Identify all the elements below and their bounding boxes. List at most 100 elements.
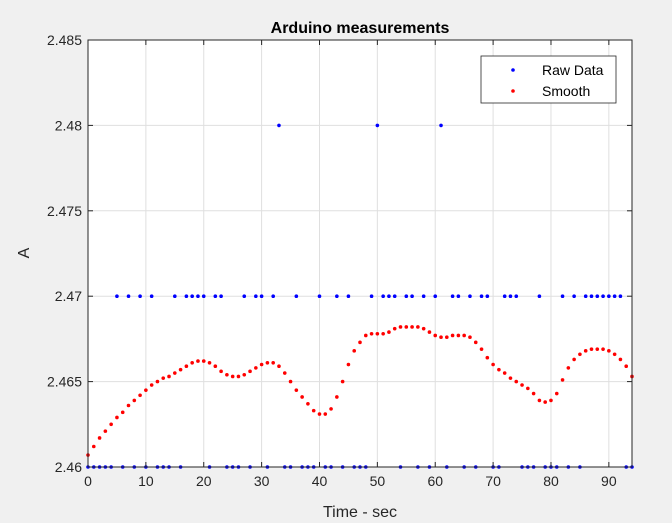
data-point-smooth bbox=[358, 340, 362, 345]
data-point-raw-data bbox=[254, 294, 258, 299]
data-point-raw-data bbox=[502, 294, 507, 299]
data-point-smooth bbox=[184, 364, 189, 369]
data-point-raw-data bbox=[335, 294, 339, 299]
data-point-smooth bbox=[537, 398, 542, 403]
data-point-raw-data bbox=[595, 294, 600, 299]
data-point-smooth bbox=[178, 367, 183, 372]
data-point-raw-data bbox=[514, 294, 519, 299]
data-point-raw-data bbox=[115, 294, 119, 299]
data-point-raw-data bbox=[196, 294, 200, 299]
data-point-smooth bbox=[300, 395, 304, 399]
data-point-smooth bbox=[531, 391, 536, 396]
data-point-smooth bbox=[144, 388, 148, 392]
data-point-smooth bbox=[248, 369, 252, 374]
data-point-raw-data bbox=[392, 294, 397, 299]
x-tick-label: 30 bbox=[254, 473, 270, 489]
data-point-smooth bbox=[271, 361, 275, 365]
x-tick-label: 10 bbox=[138, 473, 154, 489]
data-point-raw-data bbox=[294, 294, 299, 299]
data-point-smooth bbox=[317, 412, 322, 416]
data-point-smooth bbox=[132, 398, 137, 403]
x-tick-label: 90 bbox=[601, 473, 617, 489]
data-point-smooth bbox=[560, 378, 565, 382]
data-point-raw-data bbox=[479, 294, 484, 299]
data-point-raw-data bbox=[589, 294, 594, 299]
ticks: 0 10 20 30 40 50 60 70 80 90 2.46 2.465 2.47 2.475 2.4… bbox=[47, 32, 632, 489]
data-point-smooth bbox=[254, 366, 258, 370]
data-point-smooth bbox=[173, 371, 177, 375]
data-point-smooth bbox=[387, 330, 391, 334]
data-point-raw-data bbox=[149, 294, 154, 299]
data-point-raw-data bbox=[387, 294, 391, 299]
data-point-smooth bbox=[572, 357, 576, 362]
data-point-smooth bbox=[103, 429, 108, 433]
data-point-smooth bbox=[589, 347, 594, 351]
data-point-smooth bbox=[219, 369, 223, 374]
data-point-raw-data bbox=[583, 294, 588, 299]
data-point-smooth bbox=[311, 408, 316, 413]
data-point-smooth bbox=[196, 359, 200, 363]
data-point-smooth bbox=[398, 325, 403, 329]
data-point-raw-data bbox=[433, 294, 438, 299]
series-smooth bbox=[86, 325, 634, 457]
data-point-smooth bbox=[242, 372, 247, 377]
data-point-raw-data bbox=[138, 294, 142, 299]
data-point-smooth bbox=[404, 325, 409, 329]
data-point-raw-data bbox=[126, 294, 131, 299]
data-point-smooth bbox=[329, 407, 333, 411]
data-point-smooth bbox=[340, 379, 345, 384]
legend-marker-smooth bbox=[511, 89, 515, 93]
data-point-smooth bbox=[456, 333, 461, 338]
data-point-smooth bbox=[445, 335, 449, 339]
data-point-smooth bbox=[601, 347, 605, 351]
data-point-smooth bbox=[352, 349, 357, 353]
x-tick-label: 50 bbox=[370, 473, 386, 489]
data-point-smooth bbox=[375, 331, 380, 336]
data-point-smooth bbox=[91, 444, 96, 449]
data-point-smooth bbox=[190, 361, 194, 365]
data-point-raw-data bbox=[259, 294, 264, 299]
data-point-raw-data bbox=[219, 294, 223, 299]
data-point-smooth bbox=[288, 379, 293, 384]
data-point-smooth bbox=[526, 386, 530, 391]
x-tick-label: 0 bbox=[84, 473, 92, 489]
data-point-smooth bbox=[335, 395, 339, 399]
x-axis-label: Time - sec bbox=[323, 504, 397, 521]
data-point-smooth bbox=[508, 376, 513, 380]
y-tick-label: 2.465 bbox=[47, 374, 82, 390]
data-point-smooth bbox=[207, 361, 212, 365]
data-point-smooth bbox=[554, 391, 559, 396]
data-point-smooth bbox=[230, 374, 235, 379]
y-tick-label: 2.48 bbox=[55, 117, 82, 133]
data-point-raw-data bbox=[607, 294, 611, 299]
data-point-smooth bbox=[549, 398, 553, 403]
data-point-smooth bbox=[115, 415, 119, 420]
data-point-smooth bbox=[612, 352, 617, 357]
data-point-smooth bbox=[363, 333, 368, 338]
data-point-smooth bbox=[161, 376, 166, 380]
data-point-smooth bbox=[497, 367, 501, 372]
data-point-raw-data bbox=[242, 294, 247, 299]
data-point-raw-data bbox=[560, 294, 565, 299]
data-point-raw-data bbox=[404, 294, 409, 299]
data-point-smooth bbox=[410, 325, 414, 329]
data-point-smooth bbox=[259, 362, 264, 367]
data-point-smooth bbox=[450, 333, 455, 338]
data-point-raw-data bbox=[508, 294, 513, 299]
data-point-smooth bbox=[381, 331, 385, 336]
data-point-smooth bbox=[462, 333, 466, 338]
x-tick-label: 70 bbox=[485, 473, 501, 489]
data-point-smooth bbox=[439, 335, 443, 339]
data-point-smooth bbox=[520, 383, 524, 387]
data-point-raw-data bbox=[410, 294, 414, 299]
data-point-raw-data bbox=[190, 294, 194, 299]
data-point-raw-data bbox=[612, 294, 617, 299]
data-point-smooth bbox=[201, 359, 206, 363]
data-point-smooth bbox=[416, 325, 420, 329]
data-point-smooth bbox=[120, 410, 125, 415]
data-point-raw-data bbox=[439, 123, 443, 128]
data-point-raw-data bbox=[601, 294, 605, 299]
y-tick-label: 2.485 bbox=[47, 32, 82, 48]
data-point-smooth bbox=[109, 422, 113, 427]
